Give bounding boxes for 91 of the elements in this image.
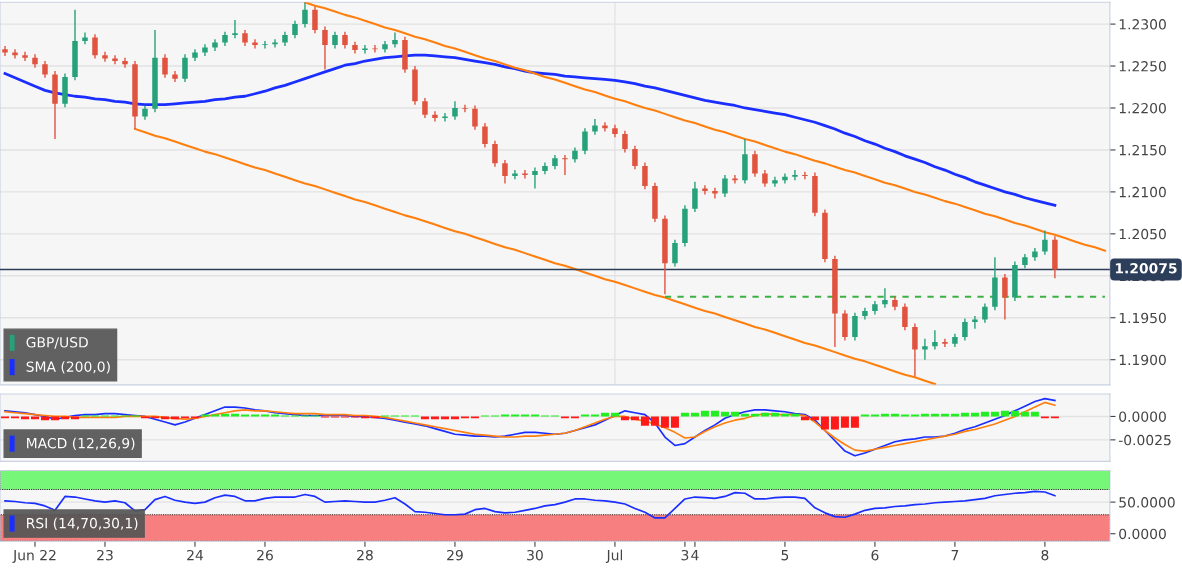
x-tick-label: Jun 22: [12, 549, 56, 563]
candlestick: [922, 338, 928, 361]
y-tick-label: 0.0000: [1119, 528, 1166, 540]
candlestick: [112, 54, 118, 66]
candlestick: [262, 40, 268, 50]
legend-label: GBP/USD: [26, 337, 88, 349]
candlestick: [582, 127, 588, 155]
candlestick: [882, 287, 888, 309]
y-tick-label: 1.2300: [1119, 19, 1166, 30]
candlestick: [562, 154, 568, 176]
candlestick: [22, 51, 28, 62]
candlestick: [502, 159, 508, 185]
candlestick: [462, 103, 468, 113]
ref-line-label: 1.20075: [1115, 263, 1177, 274]
candlestick: [592, 118, 598, 136]
candlestick: [392, 31, 398, 49]
candlestick: [962, 317, 968, 342]
candlestick: [512, 169, 518, 181]
candlestick: [1002, 273, 1008, 321]
x-tick-label: 28: [357, 549, 373, 561]
y-tick-label: 1.1900: [1119, 354, 1166, 366]
x-tick-label: 5: [781, 550, 789, 561]
candlestick: [82, 31, 88, 45]
y-tick-label: 1.2250: [1119, 61, 1166, 72]
candlestick: [532, 166, 538, 190]
line-series: [133, 127, 936, 385]
candlestick: [302, 2, 308, 29]
line-series: [3, 53, 1057, 207]
candlestick: [452, 100, 458, 121]
candlestick: [492, 140, 498, 168]
candlestick: [782, 172, 788, 185]
candlestick: [852, 312, 858, 342]
candlestick: [712, 187, 718, 200]
candlestick: [902, 302, 908, 332]
candlestick: [372, 44, 378, 54]
line-series: [4, 490, 1056, 519]
candlestick: [752, 150, 758, 178]
x-tick-label: 6: [871, 549, 879, 561]
candlestick: [522, 169, 528, 180]
y-tick-label: 1.2100: [1119, 186, 1166, 198]
candlestick: [122, 56, 128, 69]
y-tick-label: 1.1950: [1119, 312, 1166, 324]
y-tick-label: -0.0025: [1118, 434, 1171, 446]
candlestick: [972, 315, 978, 330]
x-tick-label: Jul: [605, 549, 623, 563]
candlestick: [932, 329, 938, 351]
y-tick-label: 1.2200: [1119, 102, 1166, 114]
candlestick: [102, 51, 108, 63]
candlestick: [642, 161, 648, 191]
candlestick: [802, 171, 808, 181]
candlestick: [472, 104, 478, 131]
series-label: MACD (12,26,9): [27, 437, 135, 451]
y-tick-label: 50.0000: [1119, 497, 1175, 508]
candlestick: [422, 97, 428, 119]
candlestick: [792, 169, 798, 181]
candlestick: [732, 174, 738, 185]
candlestick: [842, 309, 848, 342]
candlestick: [432, 110, 438, 123]
candlestick: [722, 174, 728, 198]
x-tick-label: 30: [527, 549, 543, 561]
candlestick: [982, 302, 988, 324]
y-tick-label: 0.0000: [1119, 411, 1166, 422]
legend-label: SMA (200,0): [26, 361, 110, 374]
x-tick-label: 3: [681, 549, 689, 561]
candlestick: [482, 122, 488, 149]
x-tick-label: 23: [97, 549, 113, 561]
candlestick: [232, 19, 238, 40]
candlestick: [162, 53, 168, 79]
x-tick-label: 29: [447, 549, 463, 561]
candlestick: [1042, 229, 1048, 256]
candlestick: [442, 112, 448, 123]
x-tick-label: 26: [257, 549, 273, 561]
line-series: [303, 2, 1106, 252]
x-tick-label: 8: [1041, 549, 1049, 561]
candlestick: [672, 239, 678, 268]
series-label: RSI (14,70,30,1): [27, 517, 138, 531]
candlestick: [182, 53, 188, 83]
candlestick: [692, 181, 698, 213]
candlestick: [362, 44, 368, 55]
candlestick: [622, 129, 628, 154]
y-tick-label: 1.2150: [1119, 144, 1166, 156]
candlestick: [322, 25, 328, 71]
x-tick-label: 7: [951, 550, 959, 561]
candlestick: [942, 338, 948, 348]
x-tick-label: 24: [187, 549, 204, 561]
candlestick: [92, 33, 98, 60]
candlestick: [632, 145, 638, 170]
candlestick: [912, 322, 918, 378]
x-tick-label: 4: [691, 550, 699, 561]
y-tick-label: 1.2050: [1119, 228, 1166, 240]
candlestick: [312, 5, 318, 35]
